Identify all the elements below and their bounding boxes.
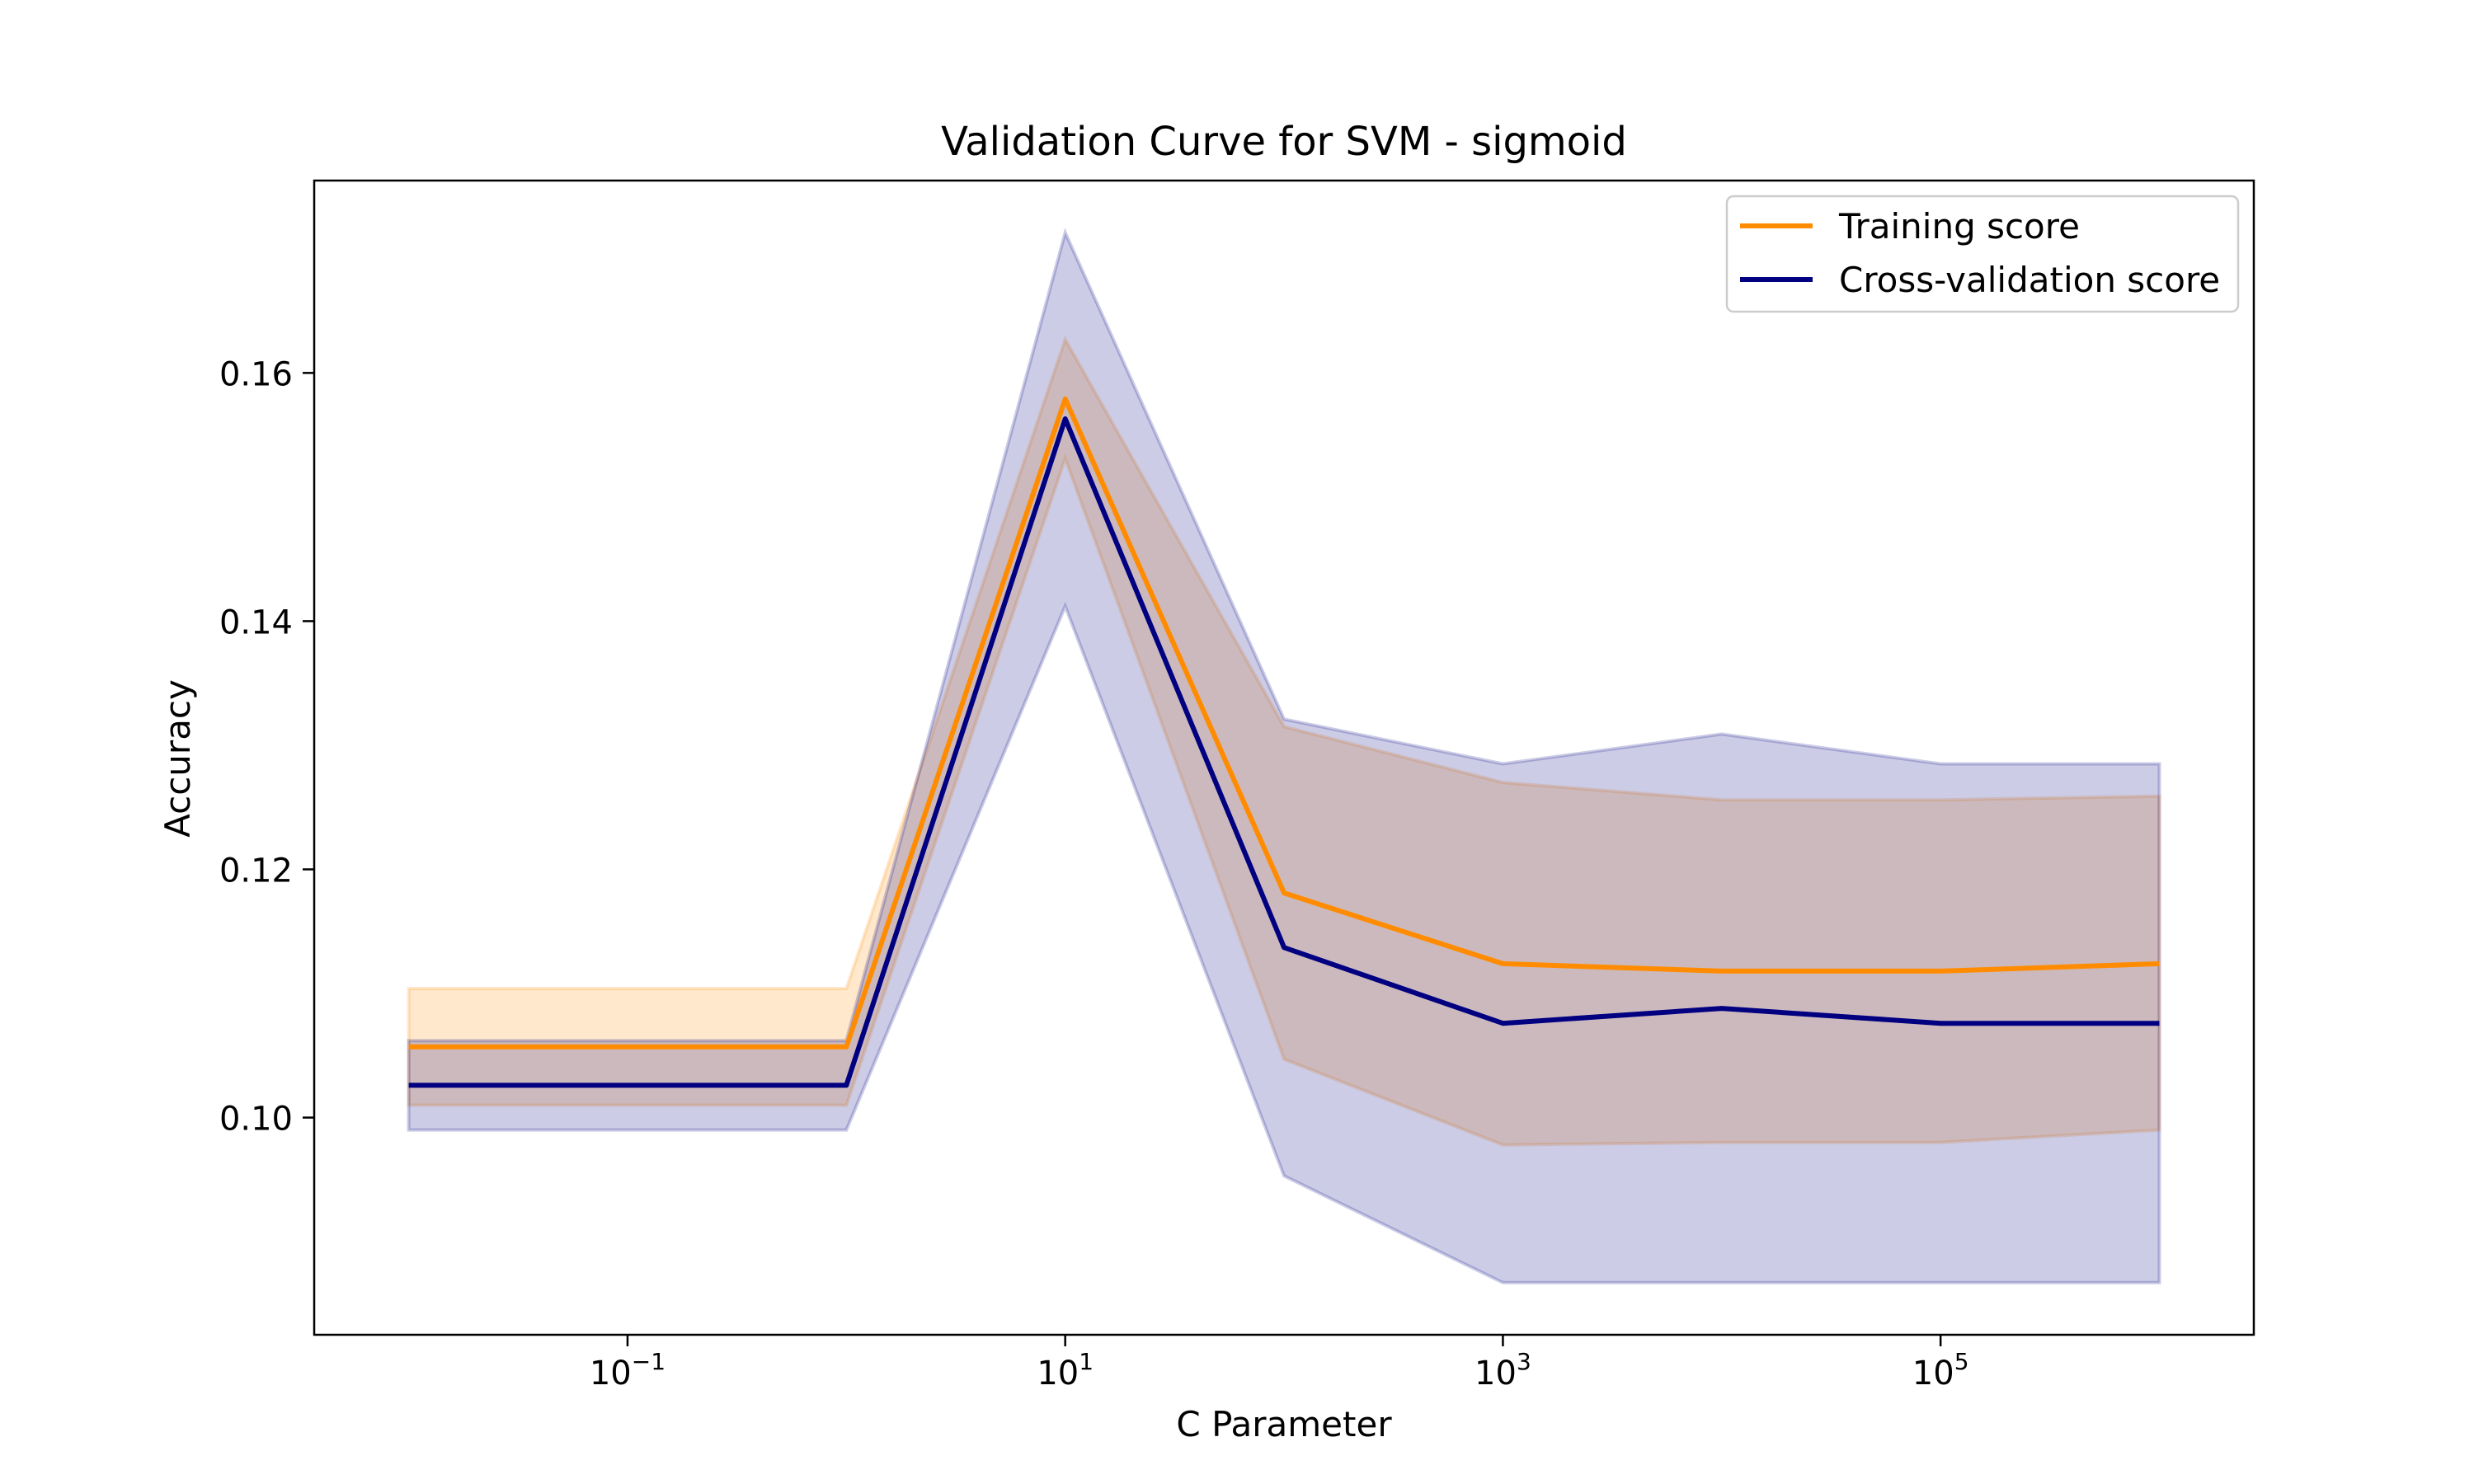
y-tick-label: 0.10 <box>219 1101 293 1139</box>
band-cross-validation <box>407 228 2161 1284</box>
y-axis-ticks: 0.10 0.12 0.14 0.16 <box>219 355 314 1139</box>
legend-label-cross-validation: Cross-validation score <box>1839 260 2220 300</box>
y-tick-label: 0.16 <box>219 355 293 393</box>
x-tick-label: 101 <box>1037 1348 1094 1392</box>
y-axis-label: Accuracy <box>158 679 198 838</box>
band-training <box>407 335 2161 1147</box>
y-tick-label: 0.12 <box>219 852 293 890</box>
line-cross-validation <box>408 416 2160 1088</box>
plot-frame <box>313 179 2255 1336</box>
series-lines <box>408 396 2160 1088</box>
confidence-bands <box>407 228 2161 1284</box>
chart-title: Validation Curve for SVM - sigmoid <box>941 119 1627 165</box>
legend: Training score Cross-validation score <box>1725 195 2240 313</box>
line-training <box>408 396 2160 1050</box>
x-axis-ticks: 10−1 101 103 105 <box>590 1335 1969 1392</box>
x-tick-label: 103 <box>1475 1348 1531 1392</box>
legend-label-training: Training score <box>1838 206 2080 247</box>
y-tick-label: 0.14 <box>219 603 293 641</box>
x-axis-label: C Parameter <box>1176 1404 1392 1444</box>
legend-box <box>1725 195 2240 313</box>
x-tick-label: 10−1 <box>590 1348 666 1392</box>
x-tick-label: 105 <box>1912 1348 1969 1392</box>
